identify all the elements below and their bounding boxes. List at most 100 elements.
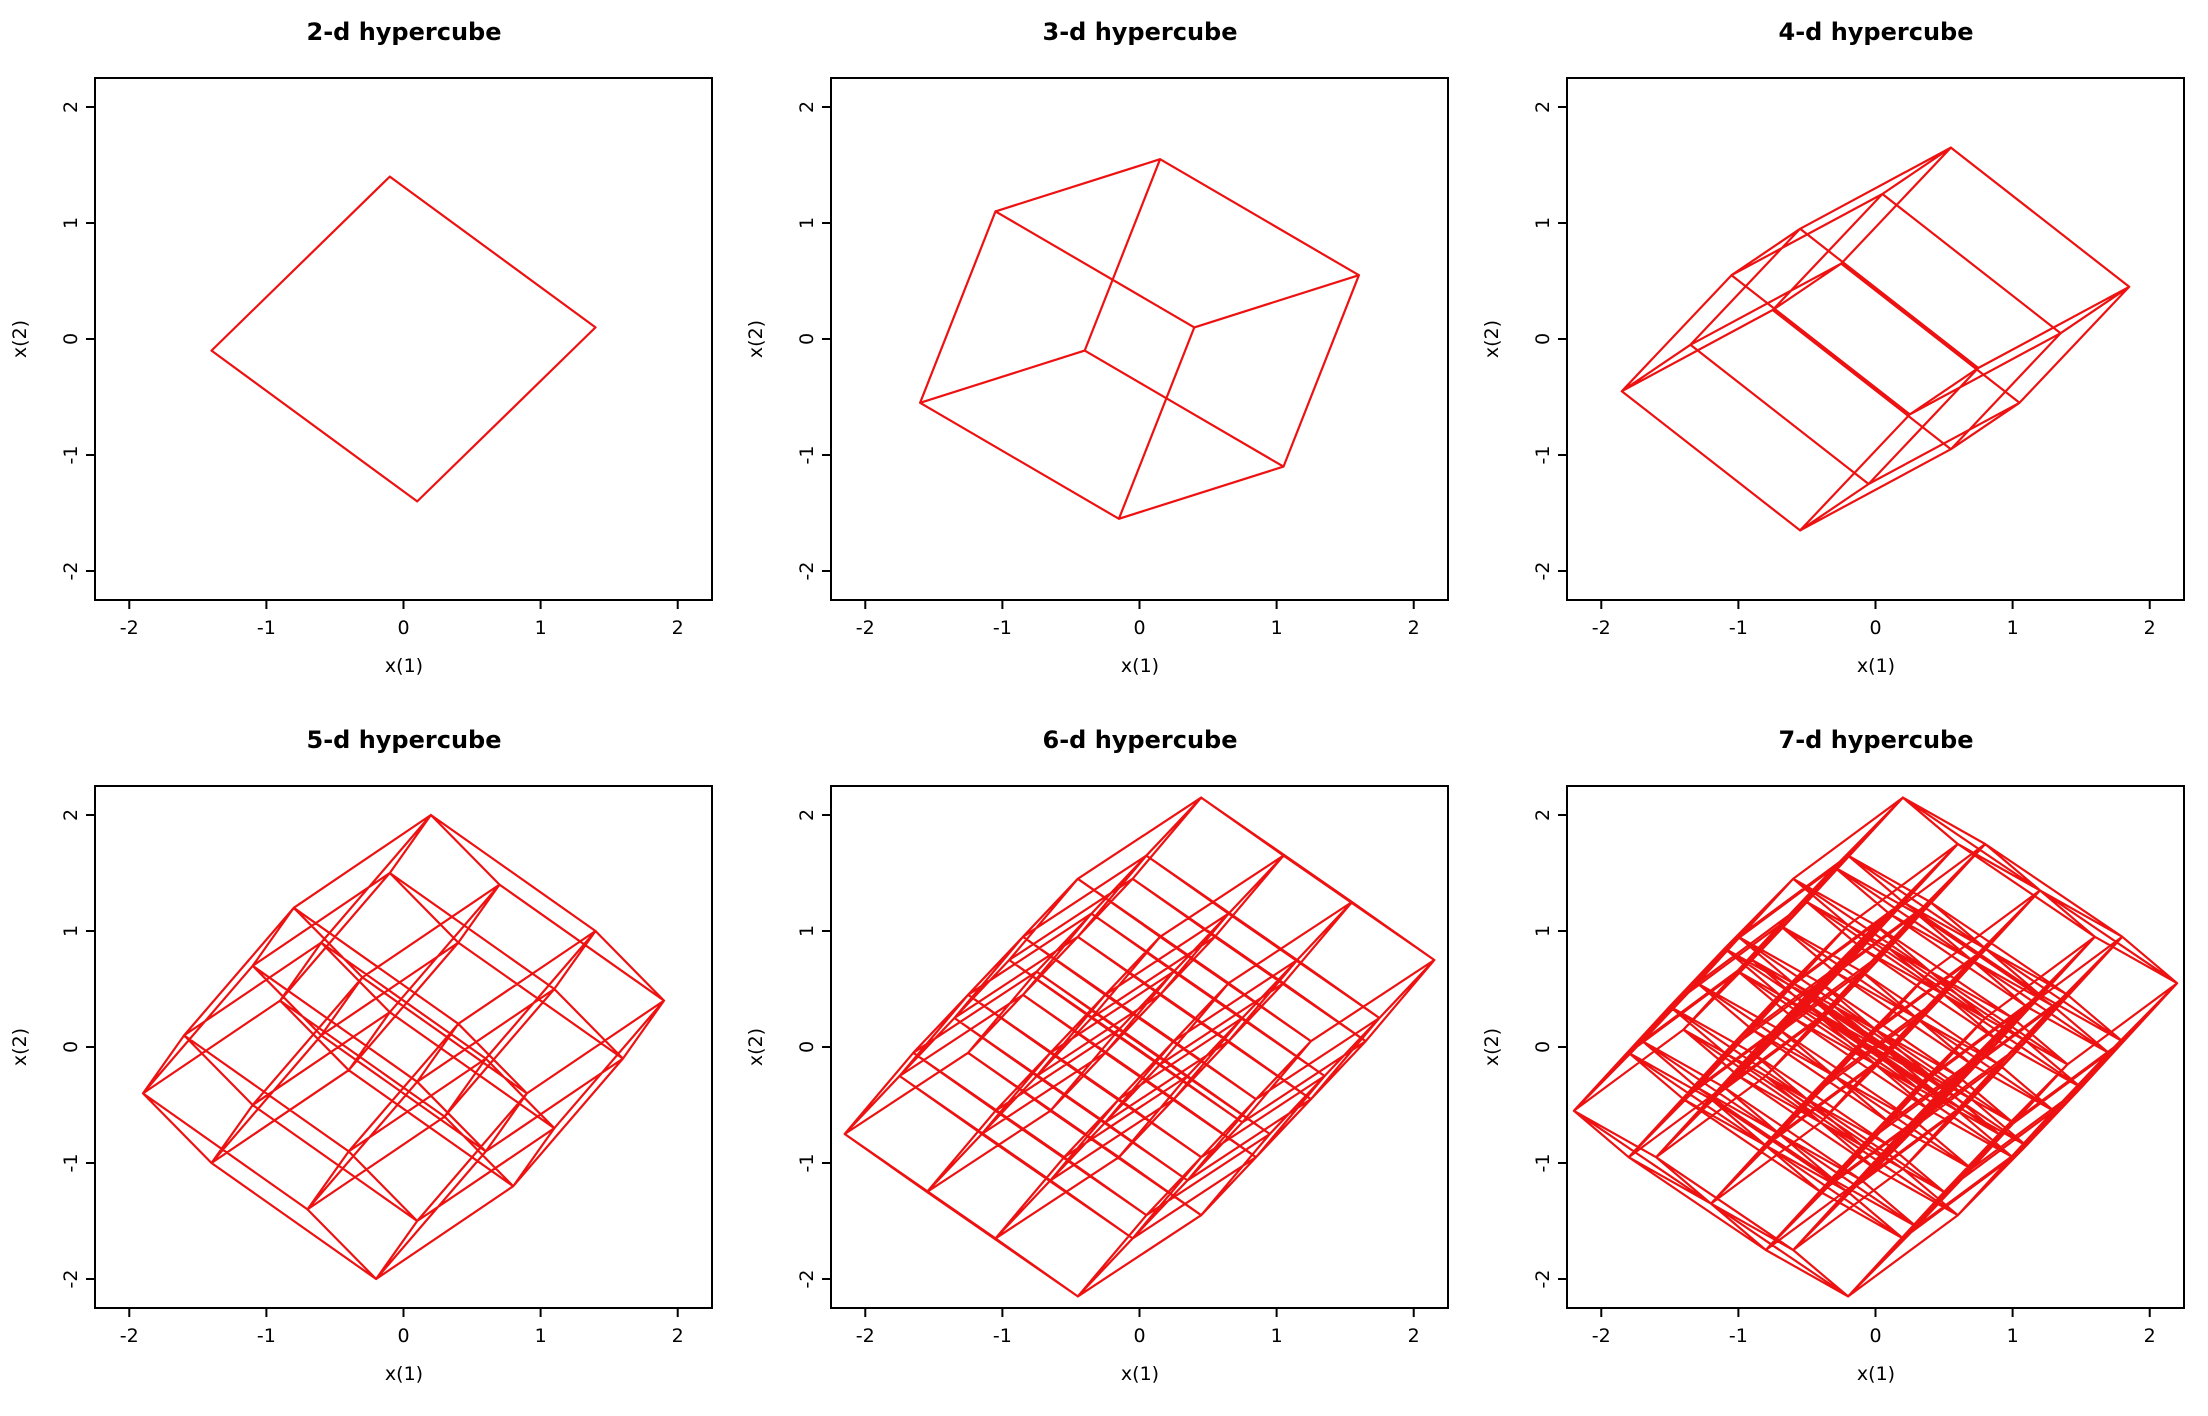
x-tick-label: 2	[672, 617, 684, 639]
x-tick-label: 2	[1408, 1325, 1420, 1347]
x-tick-label: 0	[1133, 1325, 1145, 1347]
y-tick-label: 2	[1532, 809, 1554, 821]
y-tick-label: 2	[60, 809, 82, 821]
plot-content: -2 -1 0 1 2 -2 -1 0 1 2	[796, 77, 1449, 639]
y-axis-label: x(2)	[1481, 1028, 1503, 1066]
y-tick-label: -2	[60, 1270, 82, 1289]
y-axis-label: x(2)	[745, 1028, 767, 1066]
plot-box	[1566, 77, 2185, 601]
y-tick-label: -2	[796, 562, 818, 581]
x-tick-label: 0	[397, 617, 409, 639]
x-tick-label: -2	[1592, 1325, 1611, 1347]
subplot-7d-hypercube: 7-d hypercube x(1) x(2) -2 -1 0 1 2 -2 -1 0 1 2	[1472, 708, 2208, 1416]
plot-title: 7-d hypercube	[1779, 726, 1974, 754]
plot-content: -2 -1 0 1 2 -2 -1 0 1 2	[796, 785, 1449, 1347]
x-tick-label: -2	[1592, 617, 1611, 639]
plot-title: 4-d hypercube	[1779, 18, 1974, 46]
y-tick-label: -2	[1532, 562, 1554, 581]
plot-canvas-2d: 2-d hypercube x(1) x(2) -2 -1 0 1 2 -2 -1 0 1 2	[9, 18, 713, 677]
x-tick-label: 0	[397, 1325, 409, 1347]
y-tick-label: -1	[1532, 446, 1554, 465]
plot-title: 2-d hypercube	[307, 18, 502, 46]
x-tick-label: 0	[1869, 617, 1881, 639]
subplot-4d-hypercube: 4-d hypercube x(1) x(2) -2 -1 0 1 2 -2 -1 0 1 2	[1472, 0, 2208, 708]
x-tick-label: -1	[1729, 1325, 1748, 1347]
y-tick-label: -2	[60, 562, 82, 581]
y-tick-label: 2	[796, 809, 818, 821]
x-tick-label: -1	[1729, 617, 1748, 639]
x-tick-label: -1	[993, 1325, 1012, 1347]
hypercube-wireframe	[1572, 796, 2179, 1298]
x-tick-label: 1	[535, 617, 547, 639]
x-tick-label: 2	[672, 1325, 684, 1347]
hypercube-wireframe	[919, 158, 1360, 520]
y-tick-label: 0	[1532, 1041, 1554, 1053]
x-tick-label: -2	[120, 1325, 139, 1347]
x-tick-label: -2	[856, 617, 875, 639]
y-tick-label: -1	[796, 1154, 818, 1173]
y-tick-label: 1	[60, 925, 82, 937]
x-tick-label: -2	[120, 617, 139, 639]
plot-canvas-4d: 4-d hypercube x(1) x(2) -2 -1 0 1 2 -2 -1 0 1 2	[1481, 18, 2185, 677]
x-tick-label: 1	[2007, 617, 2019, 639]
y-tick-label: -1	[1532, 1154, 1554, 1173]
plot-content: -2 -1 0 1 2 -2 -1 0 1 2	[60, 77, 713, 639]
x-tick-label: 0	[1133, 617, 1145, 639]
y-tick-label: 1	[1532, 217, 1554, 229]
y-tick-label: 2	[796, 101, 818, 113]
plot-box	[830, 77, 1449, 601]
plot-title: 3-d hypercube	[1043, 18, 1238, 46]
x-axis-label: x(1)	[385, 655, 423, 677]
y-tick-label: 0	[796, 333, 818, 345]
y-tick-label: -1	[60, 1154, 82, 1173]
hypercube-wireframe	[843, 796, 1436, 1298]
subplot-5d-hypercube: 5-d hypercube x(1) x(2) -2 -1 0 1 2 -2 -1 0 1 2	[0, 708, 736, 1416]
y-tick-label: 2	[60, 101, 82, 113]
y-tick-label: 0	[1532, 333, 1554, 345]
plot-box	[94, 77, 713, 601]
plot-content: -2 -1 0 1 2 -2 -1 0 1 2	[1532, 785, 2185, 1347]
hypercube-wireframe	[1620, 146, 2131, 532]
x-axis-label: x(1)	[1121, 1363, 1159, 1385]
x-tick-label: 1	[2007, 1325, 2019, 1347]
x-tick-label: 0	[1869, 1325, 1881, 1347]
plot-content: -2 -1 0 1 2 -2 -1 0 1 2	[60, 785, 713, 1347]
y-axis-label: x(2)	[1481, 320, 1503, 358]
y-axis-label: x(2)	[9, 320, 31, 358]
y-tick-label: 1	[796, 925, 818, 937]
x-tick-label: 2	[2144, 617, 2156, 639]
plot-canvas-5d: 5-d hypercube x(1) x(2) -2 -1 0 1 2 -2 -1 0 1 2	[9, 726, 713, 1385]
y-tick-label: -2	[796, 1270, 818, 1289]
x-tick-label: -1	[993, 617, 1012, 639]
x-tick-label: -1	[257, 617, 276, 639]
y-tick-label: -1	[796, 446, 818, 465]
x-tick-label: 1	[535, 1325, 547, 1347]
hypercube-wireframe	[141, 813, 666, 1281]
y-tick-label: 0	[60, 333, 82, 345]
y-tick-label: 1	[796, 217, 818, 229]
y-tick-label: -1	[60, 446, 82, 465]
y-axis-label: x(2)	[9, 1028, 31, 1066]
y-tick-label: 1	[60, 217, 82, 229]
y-tick-label: -2	[1532, 1270, 1554, 1289]
y-tick-label: 0	[60, 1041, 82, 1053]
x-axis-label: x(1)	[1857, 1363, 1895, 1385]
subplot-3d-hypercube: 3-d hypercube x(1) x(2) -2 -1 0 1 2 -2 -1 0 1 2	[736, 0, 1472, 708]
plot-canvas-3d: 3-d hypercube x(1) x(2) -2 -1 0 1 2 -2 -1 0 1 2	[745, 18, 1449, 677]
x-axis-label: x(1)	[1857, 655, 1895, 677]
x-axis-label: x(1)	[385, 1363, 423, 1385]
x-tick-label: 1	[1271, 1325, 1283, 1347]
y-tick-label: 1	[1532, 925, 1554, 937]
y-tick-label: 0	[796, 1041, 818, 1053]
x-tick-label: -2	[856, 1325, 875, 1347]
x-axis-label: x(1)	[1121, 655, 1159, 677]
hypercube-wireframe	[210, 175, 597, 503]
plot-box	[94, 785, 713, 1309]
x-tick-label: 2	[2144, 1325, 2156, 1347]
plot-title: 5-d hypercube	[307, 726, 502, 754]
plot-canvas-6d: 6-d hypercube x(1) x(2) -2 -1 0 1 2 -2 -1 0 1 2	[745, 726, 1449, 1385]
x-tick-label: -1	[257, 1325, 276, 1347]
plot-canvas-7d: 7-d hypercube x(1) x(2) -2 -1 0 1 2 -2 -1 0 1 2	[1481, 726, 2185, 1385]
subplot-6d-hypercube: 6-d hypercube x(1) x(2) -2 -1 0 1 2 -2 -1 0 1 2	[736, 708, 1472, 1416]
